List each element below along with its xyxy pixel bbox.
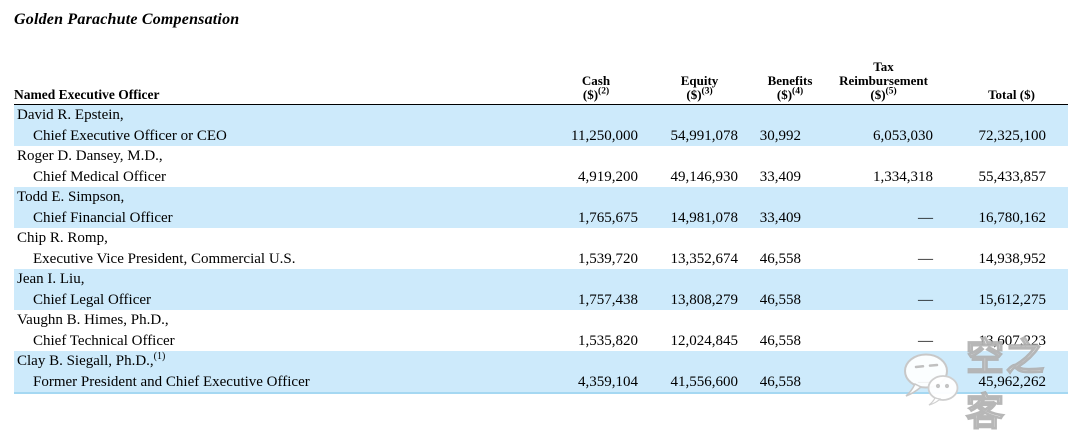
total-value: 45,962,262 <box>978 373 1047 390</box>
officer-name: Clay B. Siegall, Ph.D.,(1) <box>17 351 166 370</box>
table-row: Jean I. Liu, Chief Legal Officer 1,757,4… <box>14 269 1068 310</box>
header-benefits: Benefits ($)(4) <box>767 73 813 102</box>
officer-name: Jean I. Liu, <box>17 271 85 287</box>
officer-name: David R. Epstein, <box>17 107 124 123</box>
equity-value: 49,146,930 <box>670 168 739 185</box>
equity-value: 14,981,078 <box>670 209 739 226</box>
total-value: 55,433,857 <box>978 168 1047 185</box>
cash-value: 11,250,000 <box>571 127 638 144</box>
equity-value: 54,991,078 <box>670 127 739 144</box>
table-row: Todd E. Simpson, Chief Financial Officer… <box>14 187 1068 228</box>
benefits-value: 33,409 <box>759 168 801 185</box>
total-value: 13,607,223 <box>978 332 1047 349</box>
officer-title: Executive Vice President, Commercial U.S… <box>33 250 296 267</box>
header-equity: Equity ($)(3) <box>680 73 719 102</box>
officer-name: Chip R. Romp, <box>17 230 108 246</box>
cash-value: 1,757,438 <box>578 291 638 308</box>
equity-value: 41,556,600 <box>670 373 739 390</box>
officer-name: Todd E. Simpson, <box>17 189 125 205</box>
header-total: Total ($) <box>988 87 1035 102</box>
benefits-value: 33,409 <box>759 209 801 226</box>
table-row: Clay B. Siegall, Ph.D.,(1) Former Presid… <box>14 351 1068 392</box>
officer-title: Chief Medical Officer <box>33 168 167 185</box>
tax-value: 1,334,318 <box>873 168 933 185</box>
table-row: Roger D. Dansey, M.D., Chief Medical Off… <box>14 146 1068 187</box>
benefits-value: 46,558 <box>759 291 801 308</box>
officer-title: Former President and Chief Executive Off… <box>33 373 310 390</box>
header-cash: Cash ($)(2) <box>581 73 611 102</box>
tax-value: — <box>918 291 933 308</box>
officer-title: Chief Technical Officer <box>33 332 175 349</box>
tax-value: 6,053,030 <box>873 127 933 144</box>
cash-value: 1,539,720 <box>578 250 638 267</box>
tax-value: — <box>918 209 933 226</box>
benefits-value: 46,558 <box>759 332 801 349</box>
table-row: Vaughn B. Himes, Ph.D., Chief Technical … <box>14 310 1068 351</box>
tax-value: — <box>918 373 933 390</box>
officer-title: Chief Financial Officer <box>33 209 173 226</box>
header-tax-reimbursement: Tax Reimbursement ($)(5) <box>839 59 928 102</box>
table-header-row: Named Executive Officer Cash ($)(2) Equi… <box>14 58 1068 105</box>
table-row: David R. Epstein, Chief Executive Office… <box>14 105 1068 146</box>
cash-value: 1,535,820 <box>578 332 638 349</box>
total-value: 16,780,162 <box>978 209 1047 226</box>
table-row: Chip R. Romp, Executive Vice President, … <box>14 228 1068 269</box>
benefits-value: 46,558 <box>759 373 801 390</box>
cash-value: 4,359,104 <box>578 373 638 390</box>
tax-value: — <box>918 332 933 349</box>
golden-parachute-table: Named Executive Officer Cash ($)(2) Equi… <box>14 58 1068 394</box>
cash-value: 1,765,675 <box>578 209 638 226</box>
footnote-marker: (1) <box>153 351 166 362</box>
total-value: 14,938,952 <box>978 250 1047 267</box>
tax-value: — <box>918 250 933 267</box>
cash-value: 4,919,200 <box>578 168 638 185</box>
total-value: 15,612,275 <box>978 291 1047 308</box>
equity-value: 12,024,845 <box>670 332 739 349</box>
header-named-executive-officer: Named Executive Officer <box>14 87 160 102</box>
equity-value: 13,352,674 <box>670 250 739 267</box>
officer-name: Vaughn B. Himes, Ph.D., <box>17 312 169 328</box>
table-bottom-rule <box>14 392 1068 394</box>
officer-title: Chief Executive Officer or CEO <box>33 127 227 144</box>
benefits-value: 46,558 <box>759 250 801 267</box>
officer-title: Chief Legal Officer <box>33 291 152 308</box>
total-value: 72,325,100 <box>978 127 1047 144</box>
benefits-value: 30,992 <box>759 127 801 144</box>
officer-name: Roger D. Dansey, M.D., <box>17 148 163 164</box>
equity-value: 13,808,279 <box>670 291 739 308</box>
page-title: Golden Parachute Compensation <box>14 11 240 28</box>
